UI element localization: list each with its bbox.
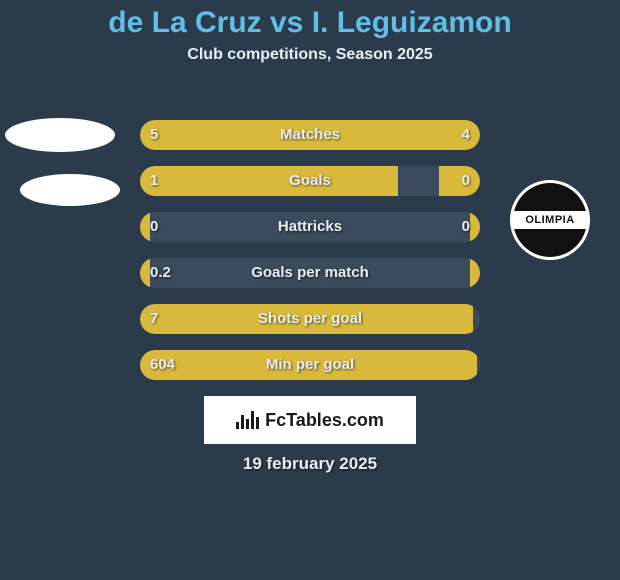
stat-value-right: 0: [452, 166, 480, 196]
player2-club-badge: OLIMPIA: [500, 178, 600, 262]
stat-label: Matches: [140, 120, 480, 150]
stat-row: 0Hattricks0: [140, 212, 480, 242]
stat-label: Hattricks: [140, 212, 480, 242]
stat-row: 1Goals0: [140, 166, 480, 196]
stat-label: Shots per goal: [140, 304, 480, 334]
page-root: de La Cruz vs I. Leguizamon Club competi…: [0, 0, 620, 580]
stat-row: 5Matches4: [140, 120, 480, 150]
club-logo-bottom: [513, 229, 587, 257]
stats-container: 5Matches41Goals00Hattricks00.2Goals per …: [140, 120, 480, 396]
brand-box: FcTables.com: [204, 396, 416, 444]
stat-label: Goals per match: [140, 258, 480, 288]
player1-badge-blank-2: [20, 174, 120, 206]
club-logo-top: [513, 183, 587, 211]
stat-row: 7Shots per goal: [140, 304, 480, 334]
stat-row: 0.2Goals per match: [140, 258, 480, 288]
club-logo-text: OLIMPIA: [513, 211, 587, 229]
page-subtitle: Club competitions, Season 2025: [0, 46, 620, 64]
club-logo-olimpia: OLIMPIA: [510, 180, 590, 260]
date-text: 19 february 2025: [0, 454, 620, 474]
stat-row: 604Min per goal: [140, 350, 480, 380]
player1-badge-blank-1: [5, 118, 115, 152]
brand-text: FcTables.com: [265, 410, 384, 431]
brand-bars-icon: [236, 411, 259, 429]
stat-value-right: 0: [452, 212, 480, 242]
stat-label: Goals: [140, 166, 480, 196]
stat-value-right: 4: [452, 120, 480, 150]
page-title: de La Cruz vs I. Leguizamon: [0, 0, 620, 40]
stat-label: Min per goal: [140, 350, 480, 380]
